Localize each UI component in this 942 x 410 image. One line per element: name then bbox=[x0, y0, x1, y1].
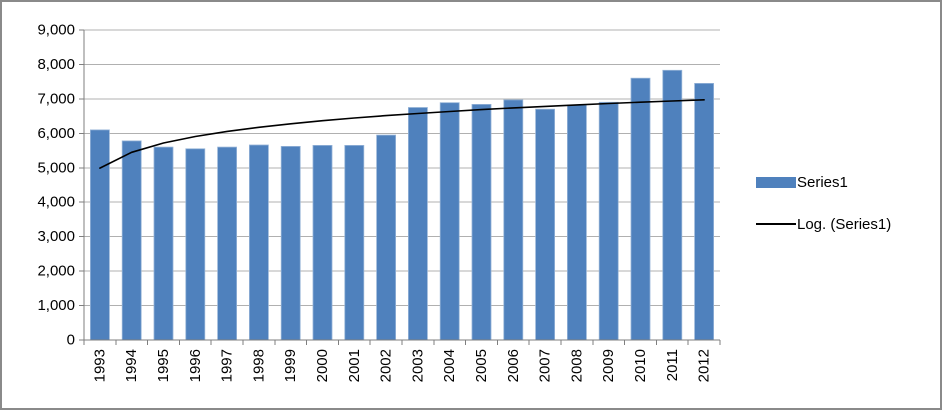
y-axis-label-0: 0 bbox=[67, 332, 75, 349]
x-axis-label-1996: 1996 bbox=[187, 349, 204, 382]
chart-legend: Series1 Log. (Series1) bbox=[756, 172, 891, 234]
x-axis-label-1998: 1998 bbox=[250, 349, 267, 382]
x-axis-label-2005: 2005 bbox=[473, 349, 490, 382]
y-axis-label-6000: 6,000 bbox=[37, 125, 75, 142]
bar-1994[interactable] bbox=[121, 140, 142, 341]
x-axis-label-1999: 1999 bbox=[282, 349, 299, 382]
bar-2002[interactable] bbox=[376, 134, 397, 341]
bar-2006[interactable] bbox=[503, 99, 524, 341]
x-axis-label-2006: 2006 bbox=[505, 349, 522, 382]
x-axis-label-1997: 1997 bbox=[219, 349, 236, 382]
y-axis-label-7000: 7,000 bbox=[37, 90, 75, 107]
x-axis-label-2001: 2001 bbox=[346, 349, 363, 382]
bar-2005[interactable] bbox=[471, 104, 492, 341]
y-axis-label-9000: 9,000 bbox=[37, 22, 75, 39]
legend-label-series1: Series1 bbox=[797, 173, 848, 191]
x-axis-label-1994: 1994 bbox=[123, 349, 140, 382]
x-axis-label-1995: 1995 bbox=[155, 349, 172, 382]
y-axis-label-8000: 8,000 bbox=[37, 56, 75, 73]
x-axis-label-2002: 2002 bbox=[378, 349, 395, 382]
y-axis-label-3000: 3,000 bbox=[37, 228, 75, 245]
trendline-log-series1[interactable] bbox=[99, 99, 705, 169]
x-axis-label-1993: 1993 bbox=[91, 349, 108, 382]
x-axis-label-2007: 2007 bbox=[537, 349, 554, 382]
bar-2008[interactable] bbox=[567, 104, 587, 341]
x-axis-label-2009: 2009 bbox=[600, 349, 617, 382]
x-axis-label-2010: 2010 bbox=[632, 349, 649, 382]
legend-entry-series1[interactable]: Series1 bbox=[756, 172, 891, 192]
bar-1995[interactable] bbox=[153, 146, 174, 341]
legend-entry-log-series1[interactable]: Log. (Series1) bbox=[756, 214, 891, 234]
bar-2007[interactable] bbox=[535, 108, 555, 341]
y-axis-label-1000: 1,000 bbox=[37, 297, 75, 314]
y-axis-label-2000: 2,000 bbox=[37, 263, 75, 280]
x-axis-label-2004: 2004 bbox=[441, 349, 458, 382]
x-axis-label-2011: 2011 bbox=[664, 349, 681, 381]
x-axis-label-2000: 2000 bbox=[314, 349, 331, 382]
bar-2000[interactable] bbox=[312, 144, 333, 341]
x-axis-label-2008: 2008 bbox=[568, 349, 585, 382]
y-axis-label-5000: 5,000 bbox=[37, 159, 75, 176]
trendline-swatch-icon bbox=[756, 223, 796, 225]
bar-1998[interactable] bbox=[248, 144, 269, 341]
bar-2010[interactable] bbox=[630, 77, 651, 341]
x-axis-label-2003: 2003 bbox=[409, 349, 426, 382]
x-axis-label-2012: 2012 bbox=[696, 349, 713, 382]
bar-1997[interactable] bbox=[217, 146, 238, 341]
bar-1993[interactable] bbox=[90, 129, 110, 341]
bar-2004[interactable] bbox=[439, 102, 460, 341]
bar-1996[interactable] bbox=[185, 148, 206, 341]
bar-2009[interactable] bbox=[598, 101, 619, 341]
series1-swatch-icon bbox=[756, 176, 796, 188]
y-axis-label-4000: 4,000 bbox=[37, 194, 75, 211]
bar-2012[interactable] bbox=[694, 83, 714, 341]
bar-2003[interactable] bbox=[407, 107, 428, 341]
bar-2011[interactable] bbox=[662, 69, 683, 341]
bar-1999[interactable] bbox=[280, 145, 301, 341]
legend-label-log-series1: Log. (Series1) bbox=[797, 215, 892, 233]
bar-2001[interactable] bbox=[344, 144, 365, 341]
